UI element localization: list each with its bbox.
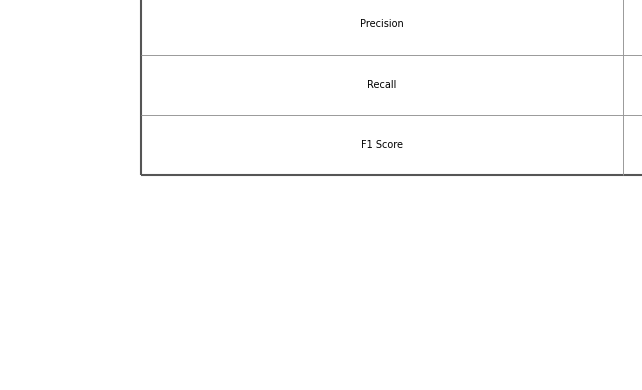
Text: Precision: Precision <box>360 20 404 29</box>
Bar <box>141 0 642 176</box>
Text: Recall: Recall <box>367 80 397 90</box>
Text: F1 Score: F1 Score <box>361 140 403 150</box>
